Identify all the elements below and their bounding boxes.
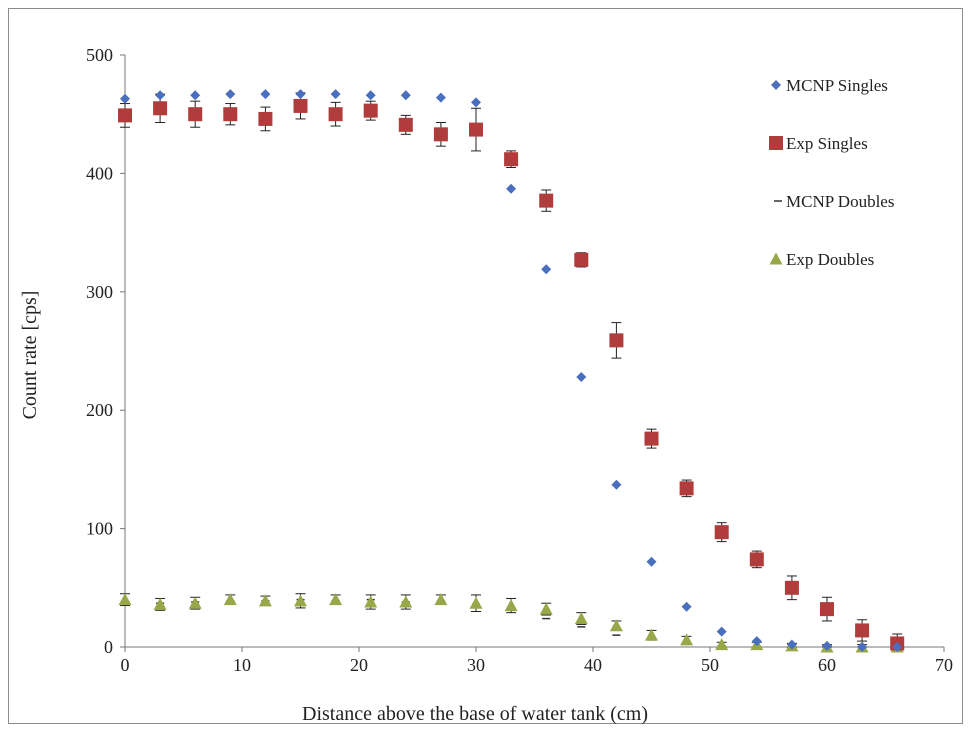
data-point [223, 107, 238, 122]
y-tick-label: 400 [86, 163, 113, 183]
data-point [506, 183, 517, 194]
data-point [295, 89, 306, 100]
x-tick-label: 30 [467, 655, 485, 675]
data-point [223, 593, 237, 606]
data-point [574, 612, 588, 625]
data-point [646, 556, 657, 567]
legend-marker [769, 136, 783, 150]
data-point [855, 623, 870, 638]
data-point [644, 431, 659, 446]
legend-label: Exp Singles [786, 134, 868, 153]
x-tick-label: 70 [935, 655, 953, 675]
data-point [784, 580, 799, 595]
x-tick-label: 20 [350, 655, 368, 675]
legend-label: MCNP Doubles [786, 192, 894, 211]
data-point [574, 252, 589, 267]
data-point [329, 593, 343, 606]
data-point [364, 595, 378, 608]
data-point [225, 89, 236, 100]
data-point [504, 152, 519, 167]
y-axis-title: Count rate [cps] [19, 291, 41, 420]
data-point [153, 597, 167, 610]
data-point [365, 90, 376, 101]
data-point [434, 593, 448, 606]
data-point [680, 633, 694, 646]
data-point [330, 89, 341, 100]
y-tick-label: 200 [86, 400, 113, 420]
x-tick-label: 50 [701, 655, 719, 675]
axes [124, 55, 944, 648]
data-point [715, 638, 729, 651]
data-point [260, 89, 271, 100]
data-point [363, 103, 378, 118]
data-point [433, 127, 448, 142]
series-exp-singles [118, 92, 905, 651]
data-point [155, 90, 166, 101]
x-axis-title: Distance above the base of water tank (c… [302, 703, 648, 725]
chart-frame [8, 8, 963, 724]
data-point [820, 602, 834, 617]
data-point [892, 642, 903, 652]
data-point [118, 108, 132, 123]
data-point [120, 93, 130, 104]
data-point [328, 107, 343, 122]
data-point [751, 636, 762, 647]
data-point [645, 628, 658, 641]
data-point [504, 599, 518, 612]
data-point [679, 481, 694, 496]
x-tick-label: 0 [121, 655, 130, 675]
y-tick-label: 100 [86, 519, 113, 539]
data-point [681, 601, 692, 612]
data-point [400, 90, 411, 101]
legend-marker [769, 252, 783, 265]
series-layer [118, 89, 905, 653]
data-point [188, 596, 202, 609]
data-point [258, 594, 272, 607]
series-mcnp-singles [120, 89, 903, 652]
data-point [857, 642, 868, 652]
legend-label: Exp Doubles [786, 250, 874, 269]
data-point [190, 90, 201, 101]
data-point [749, 552, 764, 567]
legend-marker [771, 80, 781, 90]
data-point [609, 333, 624, 348]
data-point [541, 264, 552, 275]
data-point [258, 111, 273, 126]
data-point [469, 596, 483, 609]
series-exp-doubles [118, 593, 904, 653]
x-tick-label: 40 [584, 655, 602, 675]
x-ticks: 0 10 20 30 40 50 60 70 [121, 647, 953, 675]
x-tick-label: 60 [818, 655, 836, 675]
data-point [118, 593, 132, 606]
data-point [609, 619, 623, 632]
legend: MCNP Singles Exp Singles MCNP Doubles Exp D… [769, 76, 894, 269]
data-point [786, 639, 797, 650]
data-point [435, 92, 446, 103]
x-tick-label: 10 [233, 655, 251, 675]
legend-label: MCNP Singles [786, 76, 888, 95]
data-point [469, 122, 483, 137]
data-point [716, 626, 727, 637]
data-point [188, 107, 203, 122]
data-point [294, 594, 307, 607]
data-point [153, 101, 168, 116]
data-point [399, 595, 413, 608]
data-point [576, 372, 587, 383]
data-point [714, 525, 729, 540]
data-point [539, 602, 553, 615]
data-point [471, 97, 481, 108]
y-tick-label: 300 [86, 282, 113, 302]
data-point [822, 640, 832, 651]
data-point [539, 193, 554, 208]
y-tick-label: 0 [104, 637, 113, 657]
y-tick-label: 500 [86, 45, 113, 65]
y-ticks: 0 100 200 300 400 500 [86, 45, 125, 657]
data-point [611, 479, 622, 490]
data-point [293, 98, 308, 113]
data-point [398, 117, 413, 132]
